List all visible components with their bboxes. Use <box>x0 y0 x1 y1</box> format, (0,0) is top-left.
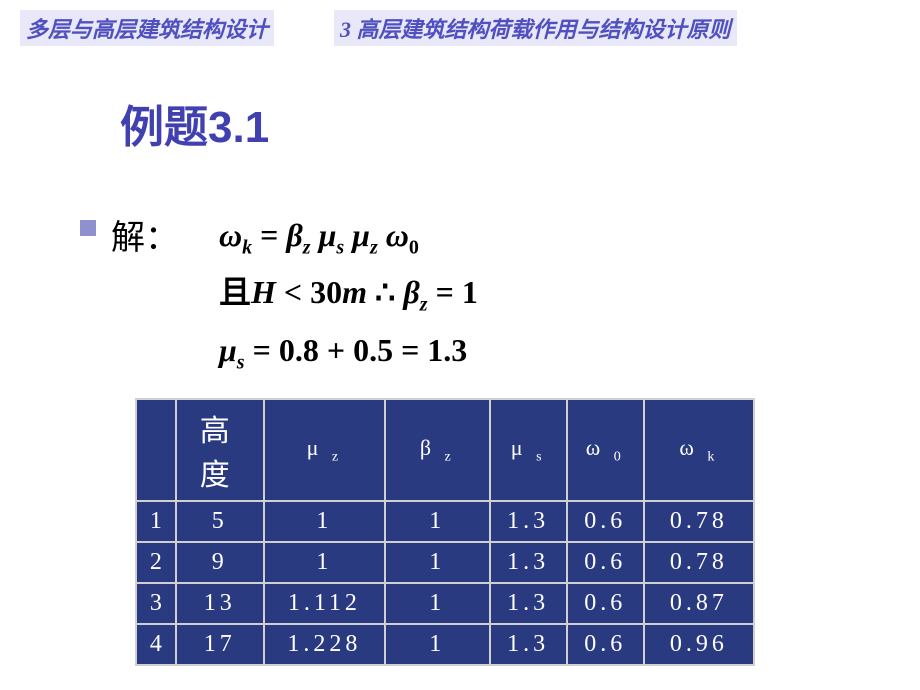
cell-mu-z: 1.112 <box>264 583 385 624</box>
cell-wk: 0.87 <box>644 583 754 624</box>
cell-index: 2 <box>136 542 176 583</box>
cell-w0: 0.6 <box>567 542 644 583</box>
cell-mu-z: 1.228 <box>264 624 385 665</box>
cell-height: 9 <box>176 542 264 583</box>
cell-w0: 0.6 <box>567 624 644 665</box>
col-mu-s: μ s <box>490 399 567 501</box>
col-beta-z: β z <box>385 399 490 501</box>
cell-index: 3 <box>136 583 176 624</box>
cell-height: 17 <box>176 624 264 665</box>
formula-line-2: 且H < 30m ∴ βz = 1 <box>219 267 478 320</box>
cell-mu-s: 1.3 <box>490 542 567 583</box>
cell-beta-z: 1 <box>385 624 490 665</box>
cell-mu-z: 1 <box>264 501 385 542</box>
cell-beta-z: 1 <box>385 501 490 542</box>
col-height: 高度 <box>176 399 264 501</box>
cell-wk: 0.78 <box>644 501 754 542</box>
data-table: 高度 μ z β z μ s ω 0 ω k 15111.30.60.78291… <box>135 398 755 666</box>
slide-header: 多层与高层建筑结构设计 3 高层建筑结构荷载作用与结构设计原则 <box>0 0 920 56</box>
bullet-icon <box>80 220 96 236</box>
cell-beta-z: 1 <box>385 583 490 624</box>
formula-block: ωk = βz μs μz ω0 且H < 30m ∴ βz = 1 μs = … <box>219 210 478 378</box>
header-left: 多层与高层建筑结构设计 <box>20 10 274 46</box>
cell-mu-s: 1.3 <box>490 501 567 542</box>
formula-line-1: ωk = βz μs μz ω0 <box>219 210 478 263</box>
table-row: 4171.22811.30.60.96 <box>136 624 754 665</box>
cell-mu-s: 1.3 <box>490 583 567 624</box>
cell-mu-z: 1 <box>264 542 385 583</box>
table-row: 3131.11211.30.60.87 <box>136 583 754 624</box>
formula-line-3: μs = 0.8 + 0.5 = 1.3 <box>219 325 478 378</box>
table-row: 29111.30.60.78 <box>136 542 754 583</box>
col-mu-z: μ z <box>264 399 385 501</box>
table-body: 15111.30.60.7829111.30.60.783131.11211.3… <box>136 501 754 665</box>
cell-mu-s: 1.3 <box>490 624 567 665</box>
cell-wk: 0.78 <box>644 542 754 583</box>
col-omega-0: ω 0 <box>567 399 644 501</box>
cell-w0: 0.6 <box>567 583 644 624</box>
slide-title: 例题3.1 <box>120 91 920 155</box>
solution-block: 解： ωk = βz μs μz ω0 且H < 30m ∴ βz = 1 μs… <box>80 210 920 378</box>
cell-height: 13 <box>176 583 264 624</box>
col-index <box>136 399 176 501</box>
cell-index: 1 <box>136 501 176 542</box>
solution-label: 解： <box>111 210 179 259</box>
header-right: 3 高层建筑结构荷载作用与结构设计原则 <box>334 10 737 46</box>
cell-index: 4 <box>136 624 176 665</box>
data-table-container: 高度 μ z β z μ s ω 0 ω k 15111.30.60.78291… <box>135 398 755 666</box>
cell-height: 5 <box>176 501 264 542</box>
table-row: 15111.30.60.78 <box>136 501 754 542</box>
col-omega-k: ω k <box>644 399 754 501</box>
cell-wk: 0.96 <box>644 624 754 665</box>
cell-w0: 0.6 <box>567 501 644 542</box>
cell-beta-z: 1 <box>385 542 490 583</box>
table-header-row: 高度 μ z β z μ s ω 0 ω k <box>136 399 754 501</box>
